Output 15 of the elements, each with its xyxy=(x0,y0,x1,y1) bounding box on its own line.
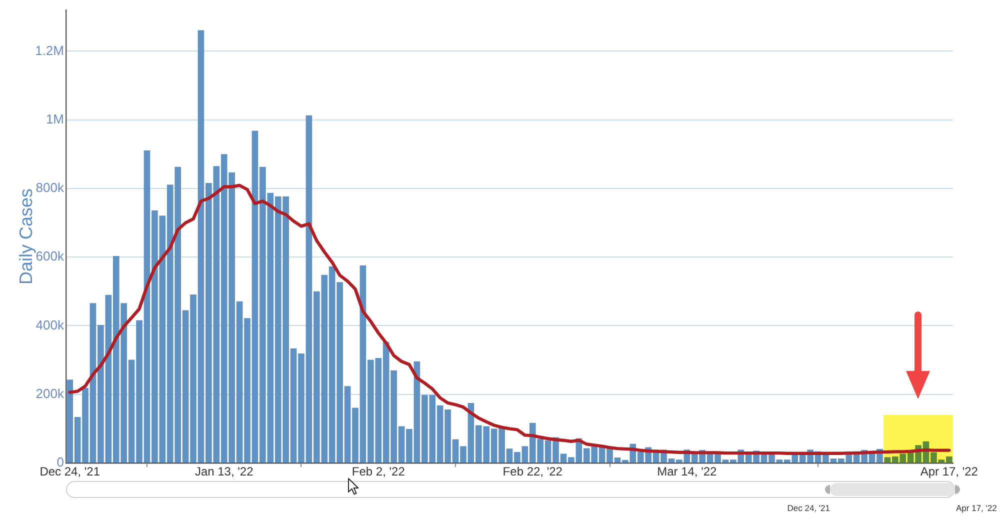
y-tick-label: 1.2M xyxy=(35,42,64,58)
y-tick-label: 400k xyxy=(36,317,64,332)
y-tick-label: 200k xyxy=(36,386,64,401)
x-tick-label: Mar 14, '22 xyxy=(657,464,718,479)
y-tick-label: 800k xyxy=(36,180,64,196)
x-tick-label: Jan 13, '22 xyxy=(194,464,254,479)
x-tick-label: Apr 17, '22 xyxy=(920,464,978,479)
text: Dec 24, '21 xyxy=(787,503,830,513)
x-tick-label: Feb 22, '22 xyxy=(502,464,563,479)
y-tick-label: 600k xyxy=(36,248,64,264)
y-tick-label: 1M xyxy=(46,111,64,126)
x-tick-label: Feb 2, '22 xyxy=(352,464,406,479)
y-axis-title: Daily Cases xyxy=(16,188,36,285)
text: Apr 17, '22 xyxy=(956,503,997,513)
y-tick-label: 0 xyxy=(56,454,64,470)
